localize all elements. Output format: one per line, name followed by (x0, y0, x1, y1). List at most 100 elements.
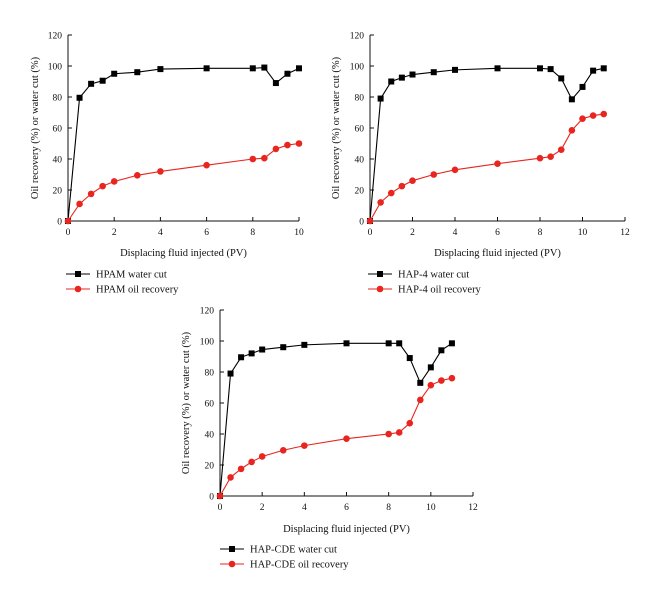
data-point (438, 377, 445, 384)
data-point (99, 77, 106, 84)
x-tick-label: 6 (344, 503, 349, 513)
data-point (272, 145, 280, 153)
x-tick-label: 10 (294, 228, 304, 238)
x-tick-label: 4 (158, 228, 163, 238)
data-point (557, 146, 565, 153)
x-tick-label: 10 (578, 228, 588, 238)
legend-marker (376, 285, 384, 293)
x-tick-label: 2 (260, 503, 265, 513)
x-tick-label: 8 (386, 503, 391, 513)
data-point (494, 160, 501, 167)
x-tick-label: 12 (620, 228, 630, 238)
data-point (157, 66, 164, 73)
data-point (536, 154, 544, 162)
data-point (99, 182, 106, 190)
data-point (452, 66, 458, 73)
y-tick-label: 20 (53, 187, 63, 197)
y-tick-label: 80 (53, 94, 63, 104)
data-point (590, 67, 597, 74)
data-point (438, 347, 445, 354)
data-point (249, 155, 257, 163)
data-point (558, 75, 565, 82)
data-point (430, 171, 438, 178)
legend: HPAM water cut HPAM oil recovery (66, 270, 179, 296)
data-point (430, 69, 437, 76)
y-tick-label: 100 (48, 63, 63, 73)
data-point (589, 112, 597, 119)
y-tick-label: 0 (209, 493, 214, 503)
data-point (568, 96, 575, 103)
data-point (448, 374, 456, 382)
data-point (600, 65, 607, 72)
y-axis-title: Oil recovery (%) or water cut (%) (331, 56, 342, 199)
data-point (134, 69, 141, 76)
data-point (385, 430, 392, 438)
data-point (284, 141, 291, 149)
series-circle (216, 374, 456, 500)
x-tick-label: 2 (112, 228, 117, 238)
x-axis-title: Displacing fluid injected (PV) (434, 248, 561, 259)
y-tick-label: 100 (350, 63, 365, 73)
data-point (296, 65, 302, 72)
data-point (76, 94, 83, 101)
data-point (216, 492, 224, 500)
series-line (219, 377, 453, 497)
series-circle (64, 140, 303, 225)
data-point (343, 435, 350, 442)
data-point (343, 340, 350, 347)
data-point (427, 364, 434, 371)
data-point (406, 355, 413, 362)
x-tick-label: 8 (538, 228, 543, 238)
data-point (110, 178, 118, 185)
legend-marker (74, 285, 82, 293)
y-tick-label: 60 (205, 400, 215, 410)
y-tick-label: 80 (355, 94, 365, 104)
data-point (203, 65, 210, 72)
data-point (238, 354, 245, 361)
legend-label: HPAM water cut (96, 270, 167, 281)
data-point (279, 446, 287, 454)
y-axis-title: Oil recovery (%) or water cut (%) (181, 331, 192, 474)
y-tick-label: 0 (57, 218, 62, 228)
legend-label: HAP-4 oil recovery (398, 285, 482, 296)
data-point (249, 65, 256, 72)
series-line (67, 66, 300, 222)
data-point (227, 370, 234, 377)
x-tick-label: 0 (368, 228, 373, 238)
data-point (248, 350, 255, 357)
data-point (579, 83, 586, 90)
data-point (272, 80, 279, 87)
data-point (377, 95, 384, 102)
x-tick-label: 6 (204, 228, 209, 238)
x-tick-label: 12 (468, 503, 478, 513)
y-tick-label: 120 (48, 32, 63, 42)
y-tick-label: 80 (205, 369, 215, 379)
data-point (494, 65, 501, 72)
x-tick-label: 10 (426, 503, 436, 513)
legend-label: HAP-CDE oil recovery (250, 560, 349, 571)
x-tick-label: 6 (495, 228, 500, 238)
y-tick-label: 20 (205, 462, 215, 472)
x-tick-label: 0 (218, 503, 223, 513)
data-point (537, 65, 543, 72)
data-point (157, 168, 164, 175)
series-line (369, 67, 604, 222)
data-point (547, 66, 554, 73)
data-point (395, 429, 403, 436)
x-tick-label: 2 (410, 228, 415, 238)
data-point (111, 70, 118, 77)
data-point (258, 453, 266, 460)
x-tick-label: 8 (250, 228, 255, 238)
y-tick-label: 60 (355, 125, 365, 135)
data-point (134, 171, 141, 179)
data-point (284, 70, 291, 77)
x-axis-title: Displacing fluid injected (PV) (283, 524, 410, 535)
legend-marker (75, 271, 81, 277)
data-point (427, 381, 435, 389)
data-point (448, 340, 455, 347)
x-tick-label: 4 (302, 503, 307, 513)
data-point (416, 396, 424, 404)
series-square (217, 340, 455, 499)
series-line (219, 342, 453, 497)
data-point (64, 217, 72, 225)
